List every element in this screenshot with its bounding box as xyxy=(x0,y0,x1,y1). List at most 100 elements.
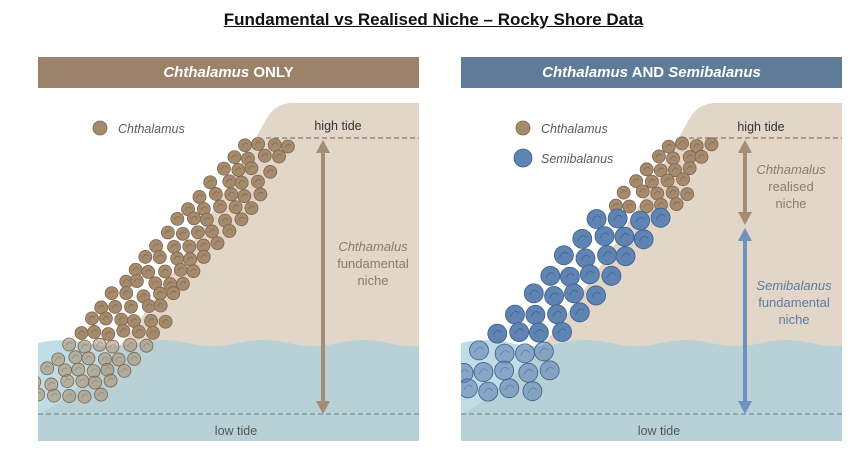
barnacle xyxy=(579,264,600,285)
niche-label-line2: fundamental xyxy=(337,256,409,271)
barnacle xyxy=(62,389,77,403)
barnacle xyxy=(139,338,154,353)
header-species-1: Chthalamus xyxy=(542,64,629,81)
barnacle xyxy=(117,363,132,378)
barnacle xyxy=(88,375,102,390)
barnacle xyxy=(665,185,680,200)
barnacle xyxy=(81,351,96,366)
low-tide-label: low tide xyxy=(638,424,680,438)
barnacle xyxy=(635,184,650,199)
barnacle xyxy=(263,164,278,179)
barnacle xyxy=(77,339,92,354)
semibalanus-arrow-head-up xyxy=(738,228,752,241)
barnacle xyxy=(183,252,197,267)
barnacle xyxy=(280,139,295,154)
arrow-head-up xyxy=(316,140,330,153)
realised-label-line1: Chthamalus xyxy=(756,162,826,177)
barnacle xyxy=(103,373,118,388)
barnacle xyxy=(182,239,197,254)
niche-label-line1: Chthamalus xyxy=(338,239,408,254)
barnacle xyxy=(660,173,675,188)
barnacle xyxy=(272,149,286,164)
barnacle xyxy=(666,151,680,166)
low-tide-label: low tide xyxy=(215,424,257,438)
barnacle xyxy=(203,175,218,190)
barnacle xyxy=(494,343,515,364)
shore-scene-left: Chthalamus high tide low tide Chthamalus… xyxy=(38,93,419,441)
barnacle xyxy=(680,187,695,202)
barnacle xyxy=(217,161,231,176)
realised-label-line2: realised xyxy=(768,179,814,194)
barnacle xyxy=(469,340,489,361)
page-title: Fundamental vs Realised Niche – Rocky Sh… xyxy=(223,10,644,29)
barnacle xyxy=(473,362,494,382)
barnacle xyxy=(704,137,719,152)
barnacle xyxy=(130,274,144,289)
legend-chthalamus-label: Chthalamus xyxy=(541,122,608,136)
barnacle xyxy=(544,286,564,306)
barnacle xyxy=(253,187,268,202)
barnacle xyxy=(694,149,709,164)
barnacle xyxy=(213,199,227,214)
semibalanus-arrow-head-down xyxy=(738,401,752,414)
barnacle xyxy=(675,136,689,151)
barnacle xyxy=(515,343,535,364)
barnacle xyxy=(60,374,75,389)
barnacle xyxy=(222,224,237,238)
barnacle xyxy=(547,304,567,325)
barnacle xyxy=(653,163,668,178)
niche-label-line3: niche xyxy=(357,273,388,288)
header-and: AND xyxy=(628,64,669,81)
barnacle xyxy=(123,338,138,352)
barnacle xyxy=(669,197,684,212)
barnacle xyxy=(158,314,173,329)
barnacle xyxy=(141,299,156,313)
barnacle xyxy=(540,266,561,286)
header-species-2: Semibalanus xyxy=(668,64,761,81)
barnacle xyxy=(144,314,159,328)
barnacle xyxy=(639,199,654,214)
semibalanus-label-line2: fundamental xyxy=(758,295,830,310)
barnacle xyxy=(616,185,631,200)
barnacle xyxy=(138,250,153,264)
barnacle xyxy=(94,387,108,402)
barnacle xyxy=(124,299,138,314)
barnacle xyxy=(87,325,102,339)
barnacle xyxy=(601,265,622,286)
barnacle xyxy=(644,174,659,189)
realised-label-line3: niche xyxy=(775,196,806,211)
barnacle xyxy=(196,250,211,264)
barnacle xyxy=(234,175,249,190)
barnacle xyxy=(509,322,530,343)
barnacle xyxy=(559,266,580,287)
barnacle xyxy=(141,265,156,279)
barnacle xyxy=(682,161,697,176)
barnacle xyxy=(615,246,636,267)
barnacle xyxy=(652,149,666,164)
barnacle xyxy=(92,337,107,352)
shore-scene-right: Chthalamus Semibalanus high tide low tid… xyxy=(461,93,842,441)
barnacle xyxy=(173,262,188,277)
barnacle xyxy=(199,212,214,227)
barnacle xyxy=(176,276,190,291)
barnacle xyxy=(630,210,650,231)
panel-header-right: Chthalamus AND Semibalanus xyxy=(461,57,842,88)
high-tide-label: high tide xyxy=(314,119,361,133)
barnacle xyxy=(586,285,606,306)
barnacle xyxy=(152,250,167,264)
high-tide-label: high tide xyxy=(737,120,784,134)
barnacle xyxy=(528,322,549,343)
barnacle xyxy=(186,264,201,279)
barnacle xyxy=(251,174,265,189)
barnacle xyxy=(487,323,508,344)
barnacle xyxy=(167,239,181,254)
arrow-head-down xyxy=(316,401,330,414)
barnacle xyxy=(119,286,134,300)
barnacle xyxy=(231,163,246,177)
barnacle xyxy=(51,352,66,367)
barnacle xyxy=(569,302,590,323)
realised-arrow-head-down xyxy=(738,212,752,225)
barnacle xyxy=(170,251,185,266)
barnacle xyxy=(104,286,119,301)
barnacle xyxy=(251,137,265,151)
